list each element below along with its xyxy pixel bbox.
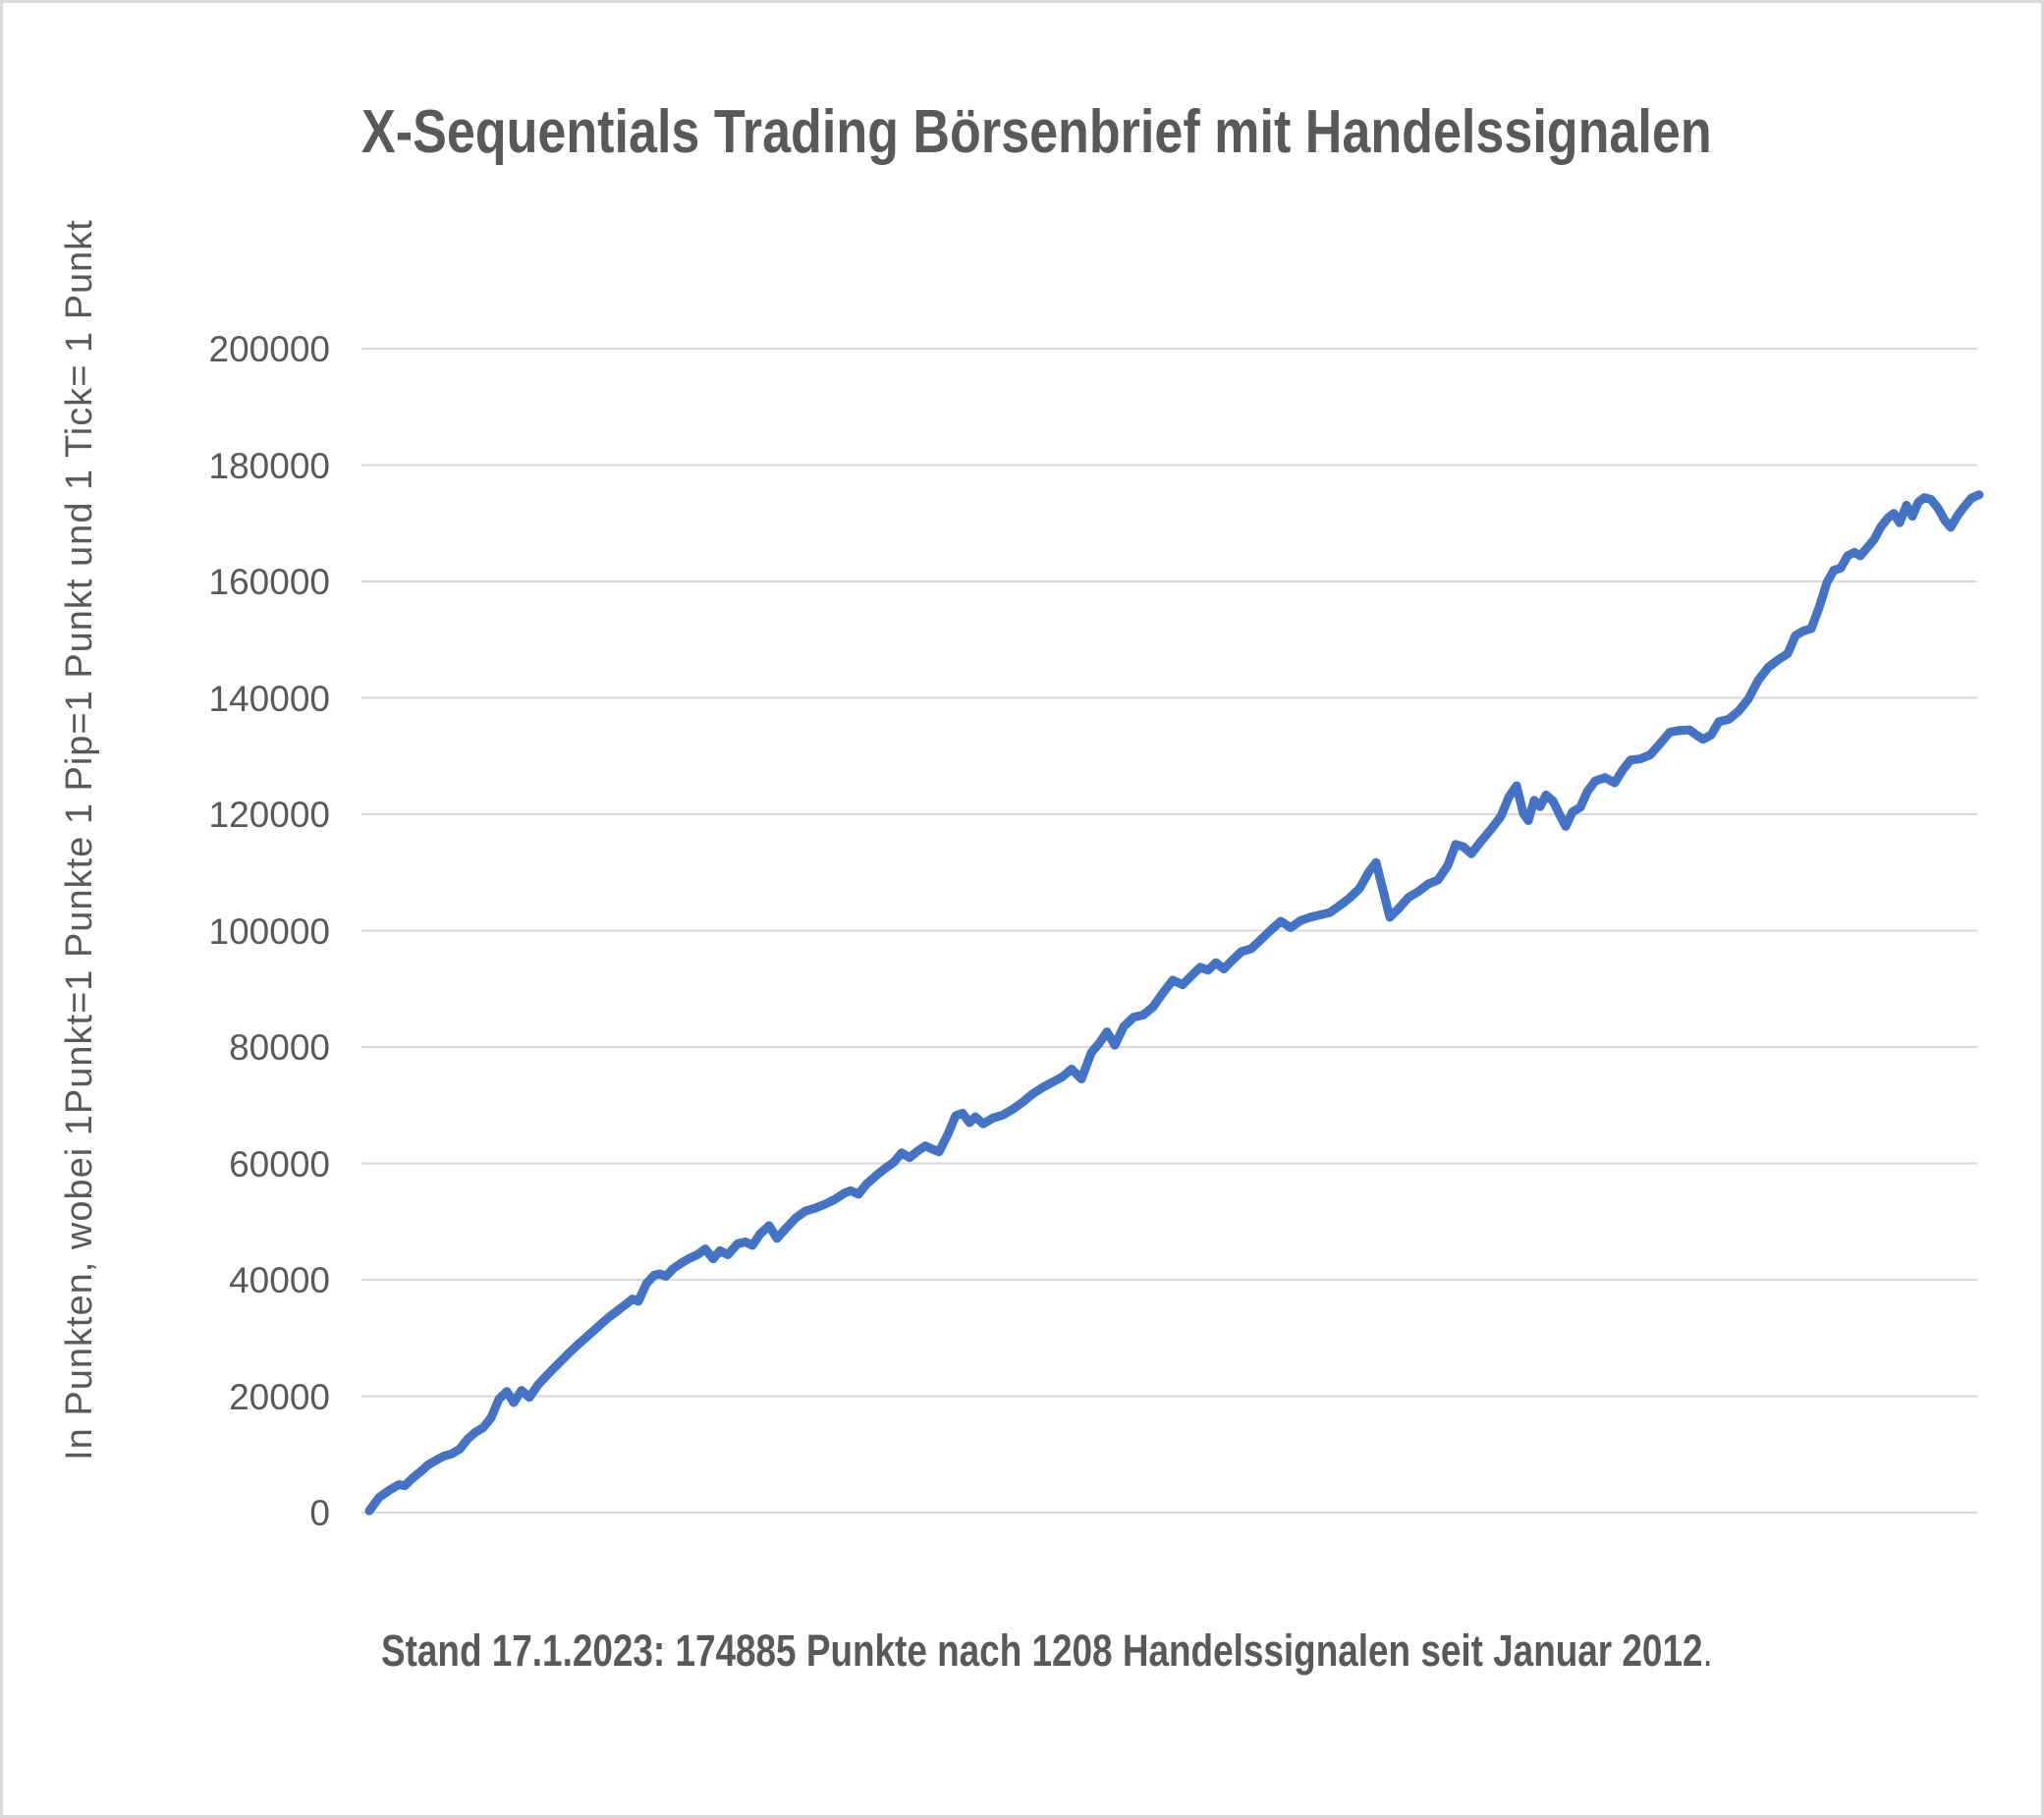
y-tick-label: 100000 bbox=[208, 910, 330, 952]
status-caption-period: . bbox=[1702, 1625, 1713, 1676]
status-caption: Stand 17.1.2023: 174885 Punkte nach 1208… bbox=[381, 1625, 1911, 1677]
status-caption-text: Stand 17.1.2023: 174885 Punkte nach 1208… bbox=[381, 1625, 1703, 1676]
y-tick-label: 60000 bbox=[229, 1143, 330, 1184]
y-tick-label: 0 bbox=[309, 1493, 330, 1533]
y-tick-label: 140000 bbox=[208, 678, 330, 719]
chart-title: X-Sequentials Trading Börsenbrief mit Ha… bbox=[361, 98, 1712, 166]
equity-curve-line bbox=[364, 490, 1984, 1515]
y-tick-label: 180000 bbox=[208, 445, 330, 486]
line-chart-plot-area bbox=[361, 348, 1984, 1515]
y-tick-label: 120000 bbox=[208, 795, 330, 835]
y-tick-label: 40000 bbox=[229, 1260, 330, 1300]
y-tick-label: 200000 bbox=[208, 329, 330, 369]
y-tick-label: 80000 bbox=[229, 1027, 330, 1068]
y-tick-label: 20000 bbox=[229, 1376, 330, 1417]
y-tick-label: 160000 bbox=[208, 562, 330, 602]
